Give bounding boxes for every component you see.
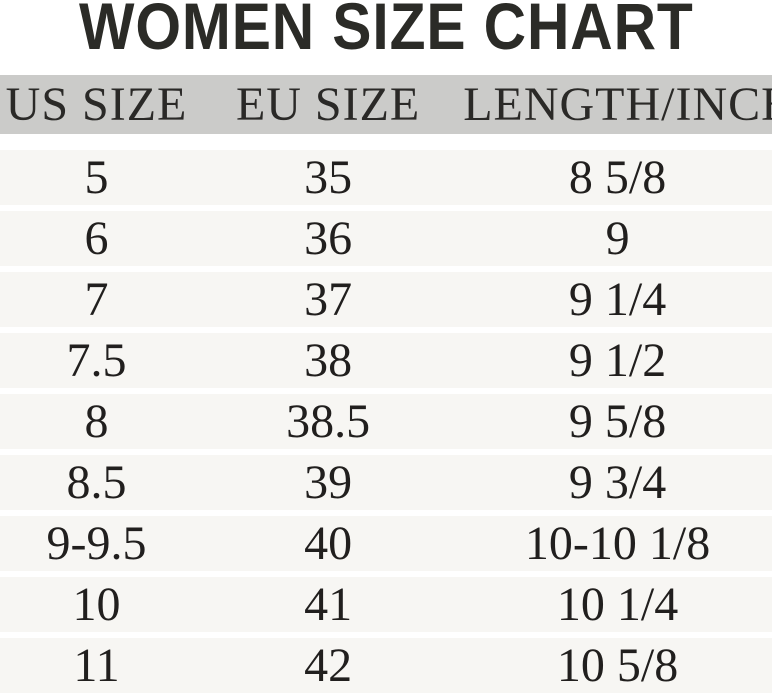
us-size-value: 8 (84, 395, 109, 448)
eu-size-value: 37 (304, 273, 353, 326)
us-size-value: 6 (84, 212, 109, 265)
eu-size-value: 42 (304, 639, 353, 692)
length-inch-value: 8 5/8 (568, 151, 667, 204)
length-inch-value: 9 1/4 (568, 273, 667, 326)
table-body: 5 35 8 5/8 6 36 9 7 37 9 1/4 7.5 38 9 1/… (0, 150, 772, 695)
table-row: 6 36 9 (0, 211, 772, 266)
eu-size-value: 40 (304, 517, 353, 570)
us-size-value: 7.5 (66, 334, 127, 387)
length-inch-value: 9 (605, 212, 630, 265)
length-inch-value: 9 1/2 (568, 334, 667, 387)
length-inch-value: 10-10 1/8 (524, 517, 711, 570)
table-row: 7 37 9 1/4 (0, 272, 772, 327)
table-row: 8 38.5 9 5/8 (0, 394, 772, 449)
eu-size-value: 36 (304, 212, 353, 265)
page-title-text: WOMEN SIZE CHART (78, 0, 694, 63)
us-size-value: 10 (72, 578, 121, 631)
us-size-value: 7 (84, 273, 109, 326)
table-row: 10 41 10 1/4 (0, 577, 772, 632)
column-header-length-inch: LENGTH/INCH (463, 78, 772, 131)
table-row: 8.5 39 9 3/4 (0, 455, 772, 510)
length-inch-value: 9 3/4 (568, 456, 667, 509)
eu-size-value: 38 (304, 334, 353, 387)
page-title: WOMEN SIZE CHART (0, 0, 772, 63)
us-size-value: 11 (73, 639, 120, 692)
eu-size-value: 38.5 (286, 395, 371, 448)
table-header-row: US SIZE EU SIZE LENGTH/INCH (0, 75, 772, 134)
table-row: 9-9.5 40 10-10 1/8 (0, 516, 772, 571)
table-row: 11 42 10 5/8 (0, 638, 772, 693)
us-size-value: 8.5 (66, 456, 127, 509)
length-inch-value: 10 5/8 (556, 639, 679, 692)
eu-size-value: 39 (304, 456, 353, 509)
column-header-eu-size: EU SIZE (235, 78, 421, 131)
us-size-value: 9-9.5 (46, 517, 147, 570)
column-header-us-size: US SIZE (5, 78, 188, 131)
length-inch-value: 9 5/8 (568, 395, 667, 448)
eu-size-value: 35 (304, 151, 353, 204)
eu-size-value: 41 (304, 578, 353, 631)
us-size-value: 5 (84, 151, 109, 204)
table-row: 5 35 8 5/8 (0, 150, 772, 205)
length-inch-value: 10 1/4 (556, 578, 679, 631)
table-row: 7.5 38 9 1/2 (0, 333, 772, 388)
